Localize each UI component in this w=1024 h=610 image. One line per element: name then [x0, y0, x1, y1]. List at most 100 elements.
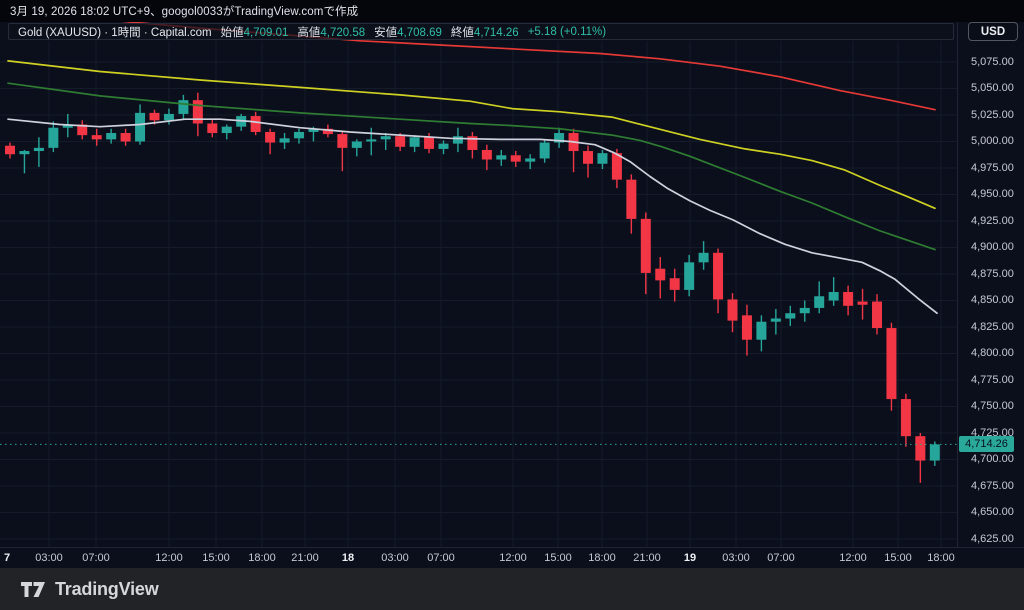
- candle-body-down: [900, 399, 911, 437]
- candle-body-up: [351, 141, 362, 148]
- time-axis-label: 18:00: [248, 552, 276, 564]
- candle-body-down: [337, 134, 348, 148]
- candle-body-up: [308, 128, 319, 132]
- candle-body-up: [554, 133, 565, 143]
- time-axis-label: 18:00: [927, 552, 955, 564]
- candle-body-down: [669, 278, 680, 290]
- candle-body-down: [872, 301, 882, 329]
- price-axis-label: 5,050.00: [971, 82, 1014, 94]
- price-axis-label: 4,625.00: [971, 532, 1014, 545]
- close-readout: 終値4,714.26: [450, 26, 519, 39]
- time-axis-label: 12:00: [499, 552, 527, 564]
- price-axis-label: 4,950.00: [971, 188, 1014, 200]
- price-axis[interactable]: 5,075.00 5,050.00 5,025.00 5,000.00 4,975.00…: [958, 22, 1024, 547]
- ma-green-line: [7, 82, 936, 251]
- currency-button[interactable]: USD: [968, 22, 1018, 41]
- candle-body-up: [19, 151, 30, 155]
- time-axis-label: 19: [683, 552, 697, 564]
- time-axis-label: 15:00: [544, 552, 572, 564]
- candle-body-down: [640, 218, 651, 273]
- candle-body-down: [886, 328, 897, 400]
- candle-body-up: [698, 252, 709, 263]
- price-axis-label: 5,025.00: [971, 108, 1014, 121]
- candle-body-up: [48, 127, 59, 148]
- candle-body-down: [77, 124, 88, 136]
- ma-white-line: [7, 118, 938, 315]
- price-axis-label: 4,875.00: [971, 267, 1014, 280]
- candle-body-down: [424, 137, 435, 149]
- time-axis-label: 12:00: [839, 552, 867, 564]
- ma-yellow-line: [7, 60, 936, 210]
- price-axis-label: 4,975.00: [971, 161, 1014, 174]
- candle-body-down: [265, 131, 276, 143]
- candle-body-down: [655, 268, 666, 281]
- candle-body-down: [611, 153, 622, 180]
- open-readout: 始値4,709.01: [220, 26, 289, 39]
- candle-body-up: [525, 158, 536, 162]
- candle-body-up: [684, 262, 695, 290]
- candle-body-up: [828, 292, 839, 301]
- candle-body-down: [843, 292, 854, 306]
- price-axis-separator: [957, 22, 958, 547]
- change-readout: +5.18 (+0.11%): [527, 25, 607, 38]
- candle-body-down: [149, 112, 160, 121]
- candle-body-down: [467, 136, 478, 150]
- candle-body-up: [106, 133, 117, 140]
- candle-body-down: [322, 128, 333, 135]
- price-axis-label: 5,000.00: [971, 135, 1014, 147]
- symbol-title: Gold (XAUUSD) · 1時間 · Capital.com: [18, 26, 212, 39]
- time-axis-label: 21:00: [291, 552, 319, 564]
- time-axis-label: 12:00: [155, 552, 183, 564]
- tradingview-logo-text[interactable]: TradingView: [55, 578, 159, 599]
- candle-body-down: [857, 301, 868, 305]
- time-axis-label: 03:00: [381, 552, 409, 564]
- price-axis-label: 4,925.00: [971, 214, 1014, 227]
- candle-body-up: [929, 444, 940, 461]
- price-axis-label: 4,725.00: [971, 426, 1014, 439]
- time-axis-label: 03:00: [35, 552, 63, 564]
- candle-body-up: [799, 307, 810, 314]
- candle-body-down: [713, 252, 724, 300]
- chart-legend: Gold (XAUUSD) · 1時間 · Capital.com 始値4,70…: [8, 23, 954, 40]
- candle-body-down: [120, 133, 131, 142]
- candle-body-up: [814, 296, 825, 308]
- candle-body-up: [785, 313, 796, 319]
- time-axis-label: 15:00: [202, 552, 230, 564]
- candle-body-up: [178, 100, 189, 114]
- candle-body-up: [597, 153, 608, 164]
- time-axis-label: 7: [3, 552, 11, 564]
- price-axis-label: 4,650.00: [971, 506, 1014, 518]
- candle-body-up: [279, 138, 290, 143]
- candle-body-up: [221, 126, 232, 134]
- candle-body-down: [250, 116, 261, 132]
- time-axis-label: 15:00: [884, 552, 912, 564]
- price-axis-label: 4,825.00: [971, 320, 1014, 333]
- time-axis[interactable]: 7 03:00 07:00 12:00 15:00 18:00 21:00 18 03:00 07…: [0, 547, 1024, 569]
- candle-body-up: [380, 136, 391, 140]
- tradingview-logo-icon[interactable]: [20, 578, 46, 600]
- candle-body-down: [481, 149, 492, 160]
- price-axis-label: 4,850.00: [971, 294, 1014, 306]
- candle-body-down: [915, 436, 926, 461]
- candle-body-down: [510, 155, 521, 162]
- candle-body-up: [770, 318, 781, 322]
- time-axis-label: 07:00: [767, 552, 795, 564]
- current-price-tag: 4,714.26: [959, 436, 1014, 453]
- candle-body-up: [135, 112, 146, 142]
- price-axis-label: 4,750.00: [971, 400, 1014, 412]
- footer-bar: TradingView: [0, 568, 1024, 610]
- candle-body-up: [539, 142, 550, 159]
- price-axis-label: 4,800.00: [971, 347, 1014, 359]
- candle-body-down: [192, 100, 203, 124]
- price-axis-label: 5,075.00: [971, 55, 1014, 68]
- candle-body-down: [626, 179, 637, 219]
- attribution-bar: 3月 19, 2026 18:02 UTC+9、googol0033がTradi…: [0, 0, 1024, 22]
- time-axis-label: 18:00: [588, 552, 616, 564]
- candle-body-up: [452, 136, 463, 144]
- candle-body-up: [163, 113, 174, 121]
- price-axis-label: 4,675.00: [971, 479, 1014, 492]
- candle-body-down: [91, 135, 102, 140]
- candle-body-down: [5, 145, 15, 155]
